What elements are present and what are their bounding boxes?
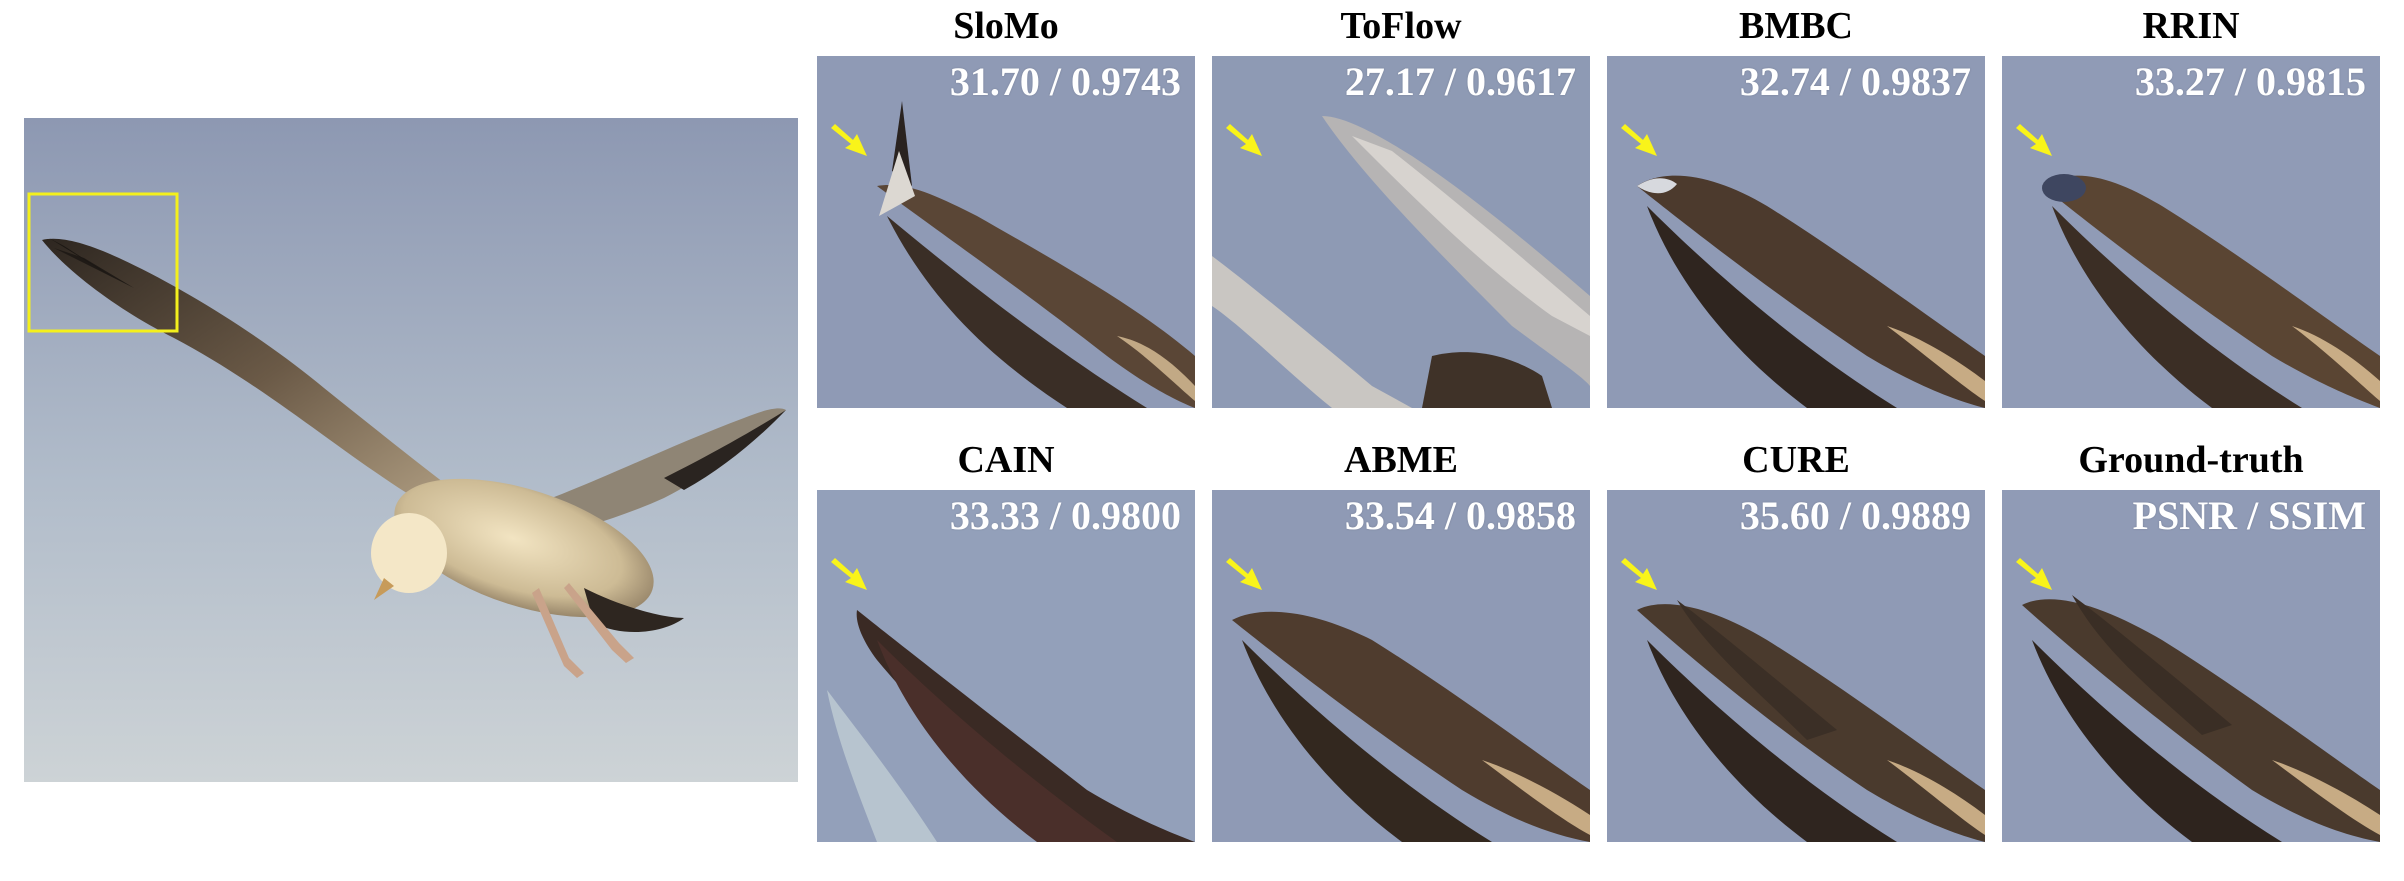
psnr-ssim-label: PSNR / SSIM [2132,493,2366,538]
psnr-ssim-label: 35.60 / 0.9889 [1739,493,1971,538]
panel-title: CURE [1742,439,1850,481]
arrow-icon [831,124,867,156]
crop-image: 33.33 / 0.9800 [817,490,1195,842]
crop-image: 32.74 / 0.9837 [1607,56,1985,408]
panel-title: ToFlow [1340,5,1462,47]
crop-image: 33.27 / 0.9815 [2002,56,2380,408]
arrow-icon [1226,558,1262,590]
arrow-icon [1621,558,1657,590]
arrow-icon [1226,124,1262,156]
seagull-photo [24,118,798,782]
arrow-icon [1621,124,1657,156]
crop-image: 27.17 / 0.9617 [1212,56,1590,408]
psnr-ssim-label: 27.17 / 0.9617 [1344,59,1576,104]
panel-title: ABME [1344,439,1458,481]
crop-image: 35.60 / 0.9889 [1607,490,1985,842]
main-image [24,118,798,782]
psnr-ssim-label: 31.70 / 0.9743 [949,59,1181,104]
arrow-icon [831,558,867,590]
panel-title: CAIN [957,439,1055,481]
arrow-icon [2016,124,2052,156]
panel-title: SloMo [953,5,1059,47]
arrow-icon [2016,558,2052,590]
crop-image: 33.54 / 0.9858 [1212,490,1590,842]
psnr-ssim-label: 33.27 / 0.9815 [2134,59,2366,104]
panel-title: BMBC [1739,5,1853,47]
psnr-ssim-label: 33.54 / 0.9858 [1344,493,1576,538]
psnr-ssim-label: 32.74 / 0.9837 [1739,59,1971,104]
panel-title: RRIN [2142,5,2240,47]
zoom-region-box [27,192,179,333]
crop-image: PSNR / SSIM [2002,490,2380,842]
panel-title: Ground-truth [2078,439,2304,481]
crop-image: 31.70 / 0.9743 [817,56,1195,408]
psnr-ssim-label: 33.33 / 0.9800 [949,493,1181,538]
